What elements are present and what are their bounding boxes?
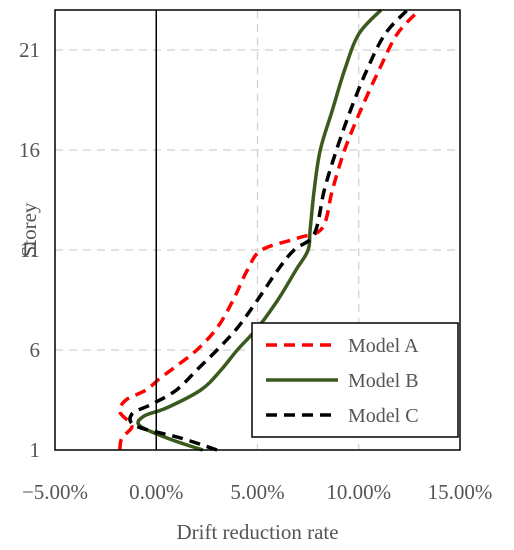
y-tick-label: 21 (19, 38, 40, 62)
plot-frame (54, 9, 461, 451)
x-tick-label: 15.00% (428, 480, 493, 504)
legend-label-model-b: Model B (348, 370, 419, 392)
x-tick-label: −5.00% (22, 480, 88, 504)
y-tick-label: 11 (20, 238, 40, 262)
x-axis-label: Drift reduction rate (176, 520, 338, 544)
legend-label-model-c: Model C (348, 405, 419, 427)
y-tick-label: 6 (30, 338, 41, 362)
y-tick-label: 1 (30, 438, 41, 462)
x-tick-label: 5.00% (230, 480, 284, 504)
x-tick-label: 10.00% (326, 480, 391, 504)
x-tick-label: 0.00% (129, 480, 183, 504)
series-layer (117, 8, 421, 452)
series-line-model-c (128, 8, 409, 452)
series-line-model-b (136, 8, 383, 452)
legend-label-model-a: Model A (348, 335, 419, 357)
y-axis-label: Storey (17, 202, 41, 257)
legend: Model A Model B Model C (251, 322, 459, 438)
y-tick-label: 16 (19, 138, 40, 162)
